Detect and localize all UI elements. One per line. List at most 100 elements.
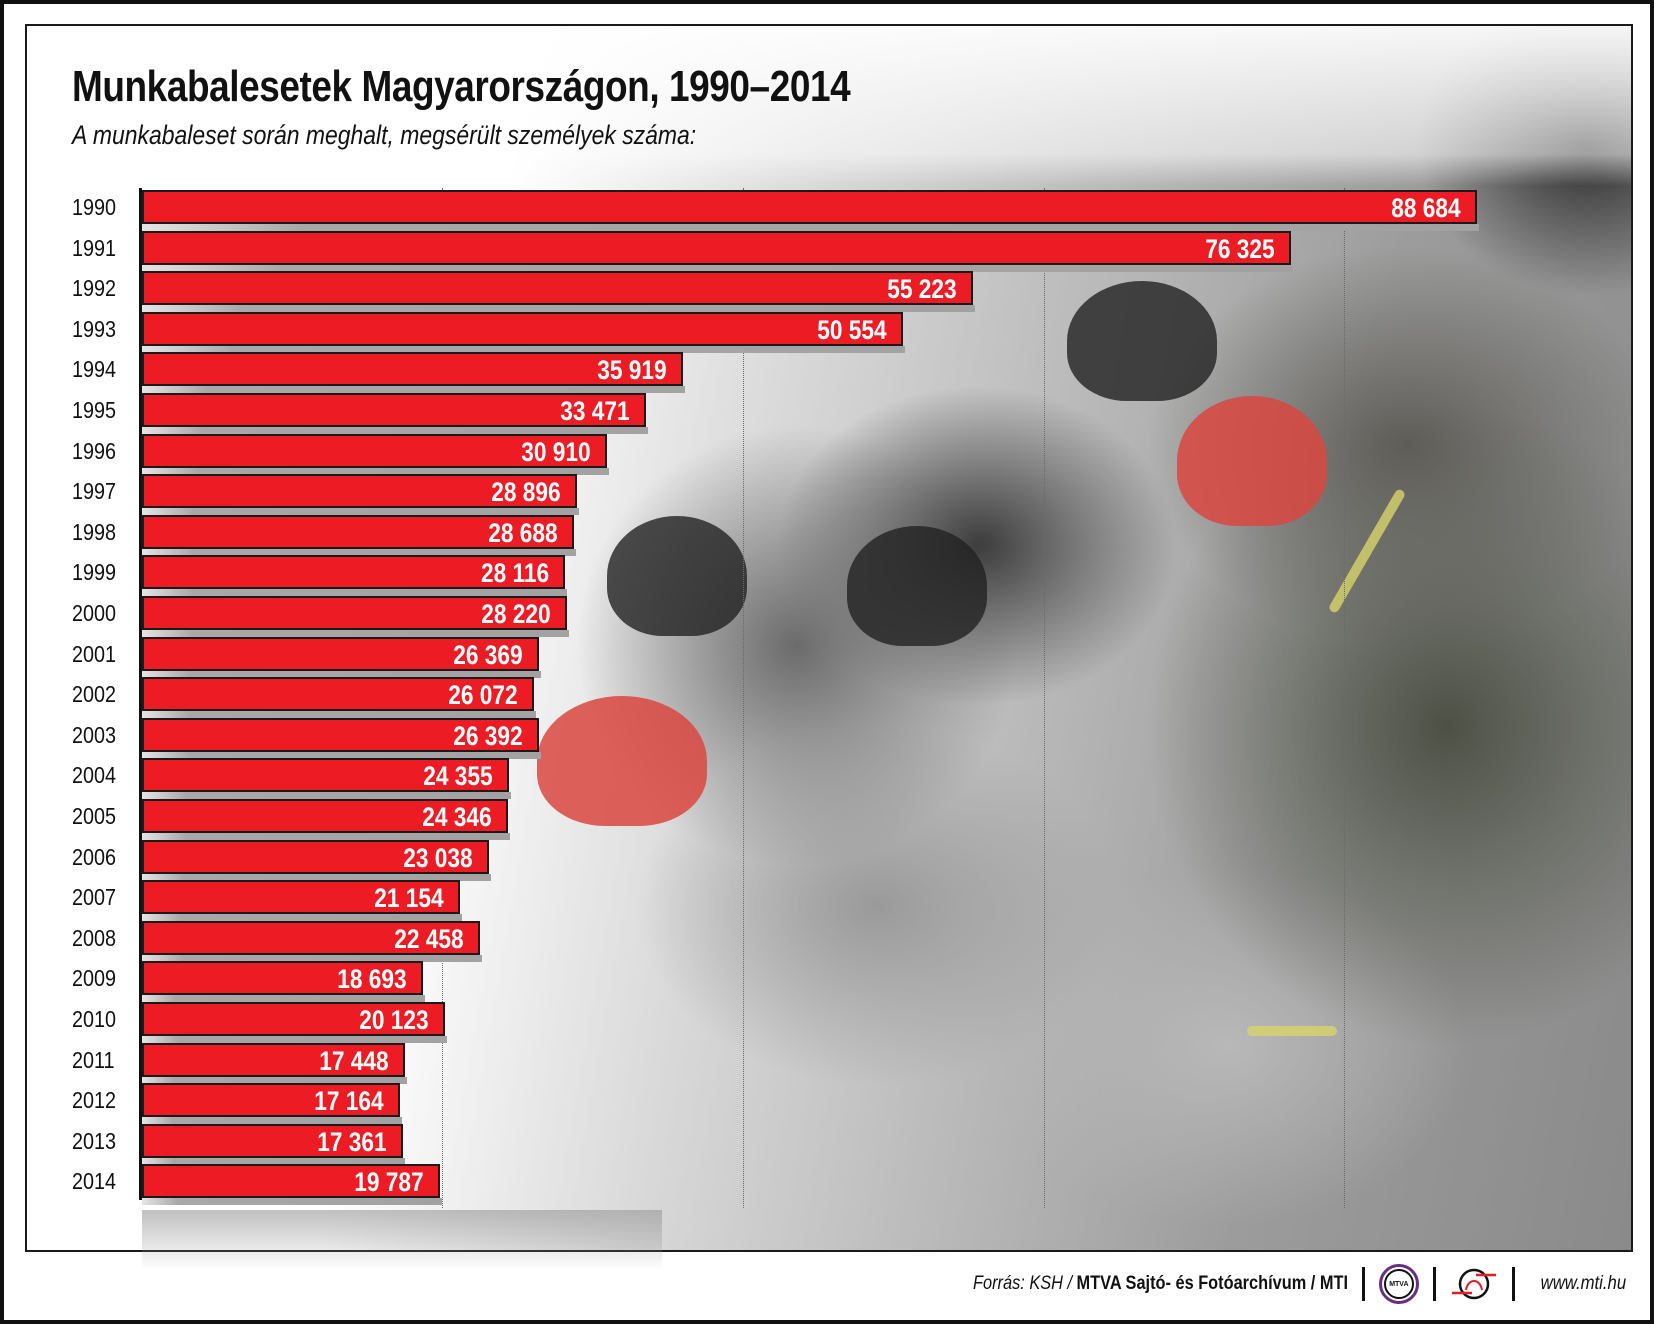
year-label: 2007 <box>72 884 117 911</box>
year-label: 1999 <box>72 559 117 586</box>
year-label: 1993 <box>72 315 117 342</box>
bar-value-label: 28 896 <box>491 477 561 508</box>
year-label: 1998 <box>72 518 117 545</box>
mti-logo-icon <box>1451 1268 1496 1300</box>
bar-value-label: 19 787 <box>354 1167 424 1198</box>
bar-row: 2014 19 787 <box>0 1164 1654 1206</box>
data-bar: 18 693 <box>142 961 423 996</box>
year-label: 1995 <box>72 397 117 423</box>
footer: Forrás: KSH / MTVA Sajtó- és Fotóarchívu… <box>912 1262 1626 1306</box>
data-bar: 28 116 <box>142 555 565 590</box>
bar-row: 2009 18 693 <box>0 961 1654 1003</box>
data-bar: 22 458 <box>142 920 480 955</box>
bar-value-label: 55 223 <box>887 274 957 305</box>
bar-shadow <box>142 589 567 597</box>
bar-value-label: 28 688 <box>488 517 558 548</box>
data-bar: 26 369 <box>142 636 539 671</box>
bar-shadow <box>142 954 482 962</box>
bar-value-label: 33 471 <box>560 396 630 426</box>
bar-value-label: 26 072 <box>448 680 518 711</box>
year-label: 1997 <box>72 478 117 505</box>
year-label: 1996 <box>72 437 117 464</box>
bar-shadow <box>142 386 685 394</box>
year-label: 2001 <box>72 640 117 667</box>
bar-shadow <box>142 548 576 556</box>
bar-row: 1995 33 471 <box>0 393 1654 434</box>
gridline-60000 <box>1044 188 1045 1208</box>
dark-helmet-icon <box>847 526 987 646</box>
year-label: 2008 <box>72 924 117 951</box>
data-bar: 76 325 <box>142 230 1291 265</box>
data-bar: 33 471 <box>142 393 646 427</box>
year-label: 1991 <box>72 234 117 261</box>
bar-shadow <box>142 670 541 678</box>
bar-shadow <box>142 630 569 637</box>
source-credit: Forrás: KSH / MTVA Sajtó- és Fotóarchívu… <box>973 1273 1348 1295</box>
bar-row: 2002 26 072 <box>0 677 1654 719</box>
year-label: 1994 <box>72 356 117 383</box>
bar-row: 2005 24 346 <box>0 799 1654 840</box>
data-bar: 24 346 <box>142 799 508 833</box>
website-link[interactable]: www.mti.hu <box>1540 1273 1626 1294</box>
bar-value-label: 88 684 <box>1391 193 1461 223</box>
separator <box>1432 1267 1436 1301</box>
data-bar: 21 154 <box>142 880 460 915</box>
bar-row: 2010 20 123 <box>0 1002 1654 1043</box>
dark-helmet-icon <box>1067 281 1217 401</box>
bar-row: 1997 28 896 <box>0 474 1654 516</box>
dark-helmet-icon <box>607 516 747 636</box>
reflective-stripe <box>1247 1026 1337 1036</box>
year-label: 2011 <box>72 1046 115 1073</box>
year-label: 1990 <box>72 194 117 220</box>
bar-shadow <box>142 508 579 516</box>
bar-shadow <box>142 1198 442 1206</box>
bar-shadow <box>142 467 609 475</box>
year-label: 2002 <box>72 681 117 708</box>
y-axis-line <box>139 188 142 1200</box>
data-bar: 23 038 <box>142 839 489 874</box>
year-label: 2009 <box>72 965 117 992</box>
source-agency: MTVA Sajtó- és Fotóarchívum / MTI <box>1076 1273 1348 1294</box>
bar-shadow <box>142 873 491 881</box>
bar-row: 1991 76 325 <box>0 230 1654 272</box>
bar-shadow <box>142 1157 405 1165</box>
year-label: 2005 <box>72 803 117 829</box>
bar-row: 2011 17 448 <box>0 1042 1654 1084</box>
bar-shadow <box>142 711 536 719</box>
bar-value-label: 20 123 <box>359 1005 429 1035</box>
data-bar: 26 392 <box>142 717 539 752</box>
data-bar: 28 688 <box>142 514 574 549</box>
year-label: 2006 <box>72 843 117 870</box>
data-bar: 17 448 <box>142 1042 405 1077</box>
bar-shadow <box>142 751 541 759</box>
bar-value-label: 28 220 <box>481 599 551 629</box>
data-bar: 28 220 <box>142 596 567 630</box>
bar-row: 2012 17 164 <box>0 1083 1654 1125</box>
data-bar: 88 684 <box>142 190 1477 224</box>
data-bar: 50 554 <box>142 311 903 346</box>
bar-row: 1990 88 684 <box>0 190 1654 231</box>
bar-shadow <box>142 1117 402 1125</box>
bar-value-label: 17 361 <box>317 1126 387 1157</box>
data-bar: 28 896 <box>142 474 577 509</box>
bar-shadow <box>142 914 462 922</box>
year-label: 2010 <box>72 1006 117 1032</box>
gridline-40000 <box>743 188 744 1208</box>
data-bar: 17 164 <box>142 1083 400 1118</box>
bar-shadow <box>142 264 1293 272</box>
data-bar: 20 123 <box>142 1002 445 1036</box>
bar-row: 1999 28 116 <box>0 555 1654 597</box>
year-label: 2014 <box>72 1168 117 1195</box>
photo-fade <box>27 26 1631 186</box>
data-bar: 30 910 <box>142 433 607 468</box>
bar-row: 1998 28 688 <box>0 514 1654 556</box>
data-bar: 17 361 <box>142 1123 403 1158</box>
data-bar: 19 787 <box>142 1164 440 1199</box>
bar-row: 2004 24 355 <box>0 758 1654 800</box>
bar-shadow <box>142 224 1479 231</box>
chart-title: Munkabalesetek Magyarországon, 1990–2014 <box>72 62 851 111</box>
bar-row: 2013 17 361 <box>0 1123 1654 1165</box>
separator <box>1511 1267 1515 1301</box>
year-label: 2003 <box>72 721 117 748</box>
